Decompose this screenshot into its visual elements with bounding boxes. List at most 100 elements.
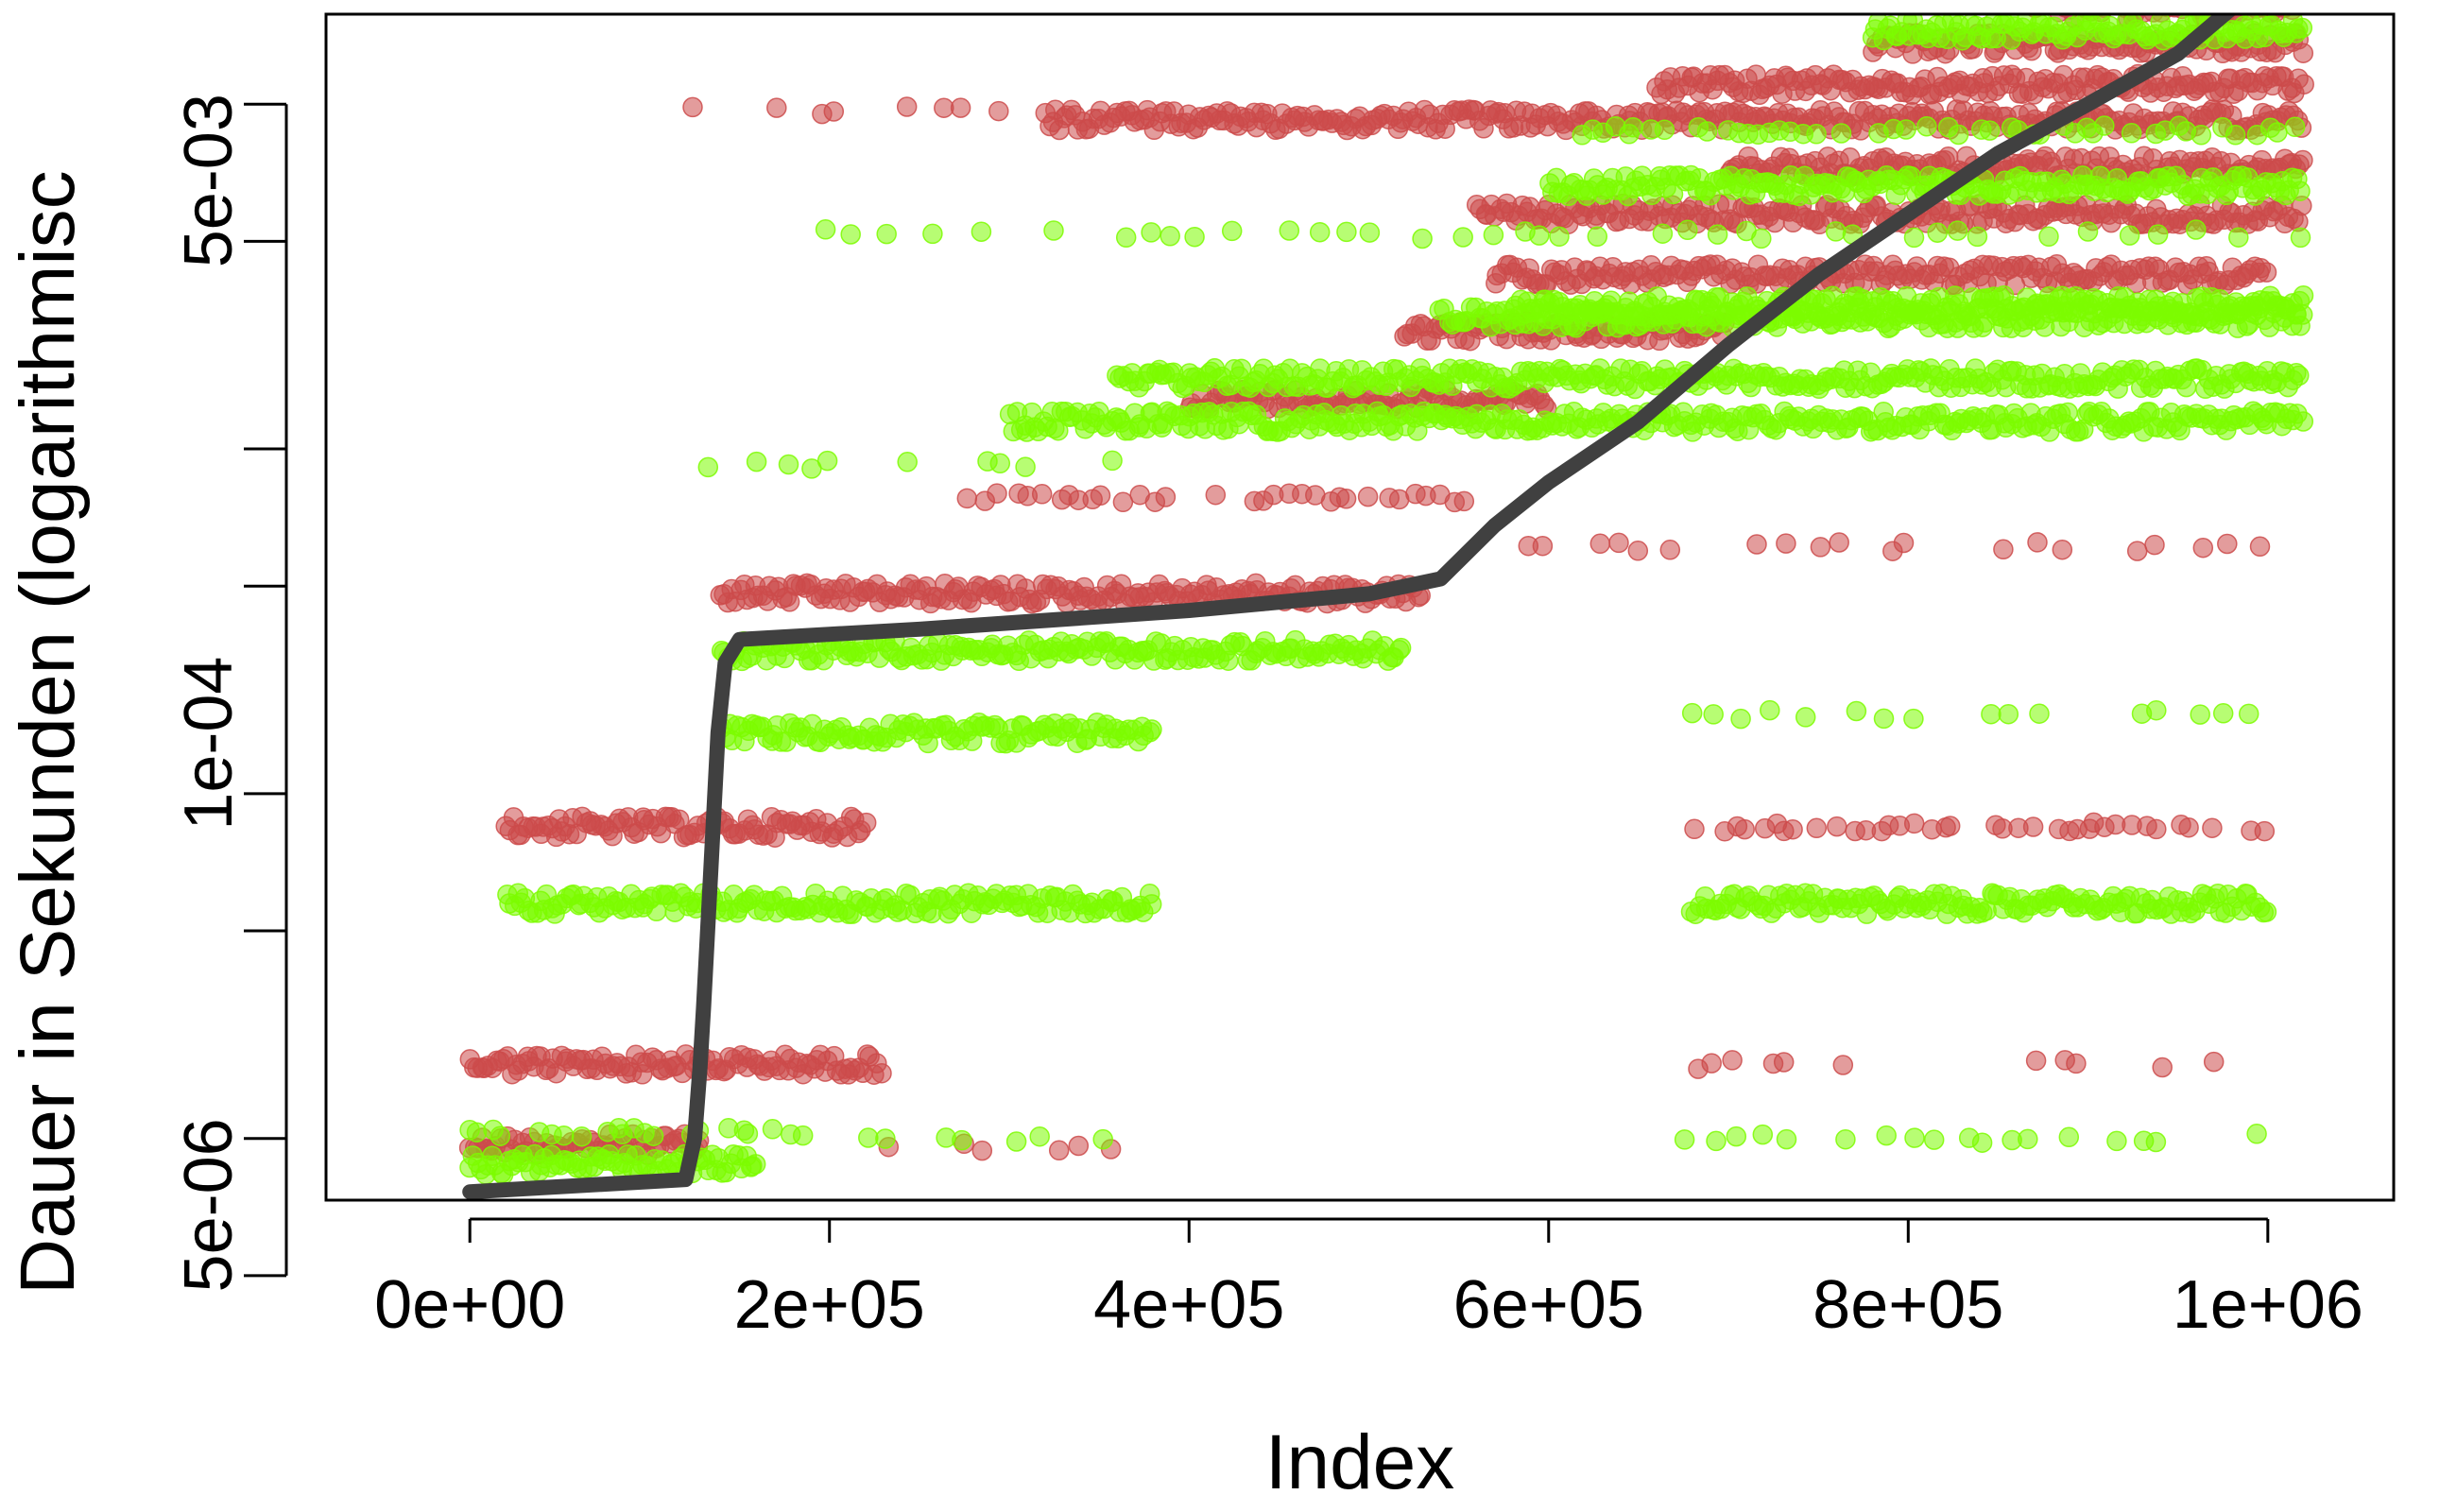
green-point xyxy=(2175,376,2197,398)
red-point xyxy=(2066,1053,2087,1074)
green-point xyxy=(1141,894,1162,915)
x-tick-label: 4e+05 xyxy=(1093,1267,1284,1343)
green-point xyxy=(897,452,918,472)
green-point xyxy=(2146,699,2167,721)
green-point xyxy=(553,1125,575,1146)
green-point xyxy=(466,1122,488,1143)
red-point xyxy=(682,96,703,118)
green-point xyxy=(1092,1128,1113,1150)
green-point xyxy=(2077,221,2099,242)
green-point xyxy=(1587,226,1608,248)
red-point xyxy=(1893,532,1915,554)
green-point xyxy=(1760,699,1780,721)
red-point xyxy=(2025,1050,2047,1072)
red-point xyxy=(1589,533,1611,555)
green-point xyxy=(2186,219,2207,240)
green-point xyxy=(778,454,799,475)
green-point xyxy=(1115,227,1137,249)
green-point xyxy=(1412,228,1433,249)
red-point xyxy=(2192,537,2214,558)
red-point xyxy=(1701,1053,1722,1074)
red-point xyxy=(956,488,978,509)
green-point xyxy=(1309,221,1331,243)
red-point xyxy=(1627,541,1649,561)
green-point xyxy=(1279,220,1300,241)
green-point xyxy=(1979,120,2001,141)
green-point xyxy=(1873,708,1895,730)
green-point xyxy=(746,451,767,472)
red-point xyxy=(1827,816,1847,837)
green-point xyxy=(1029,1125,1050,1147)
green-point xyxy=(1916,115,1937,137)
red-point xyxy=(1205,484,1227,506)
green-point xyxy=(1923,1129,1945,1150)
green-point xyxy=(1681,702,1703,724)
red-point xyxy=(766,97,787,118)
green-point xyxy=(1730,708,1751,730)
green-point xyxy=(840,224,861,245)
green-point xyxy=(1102,450,1123,472)
red-point xyxy=(1993,539,2014,560)
red-point xyxy=(1090,485,1111,507)
mask-bottom xyxy=(0,1200,2457,1512)
red-point xyxy=(2027,532,2048,553)
green-point xyxy=(1971,1132,1993,1153)
red-point xyxy=(2152,1057,2173,1078)
x-tick-label: 8e+05 xyxy=(1813,1267,2003,1343)
red-point xyxy=(2217,533,2238,555)
red-point xyxy=(1031,484,1053,505)
green-point xyxy=(1674,1129,1695,1150)
red-point xyxy=(1608,532,1629,554)
red-point xyxy=(2294,74,2314,94)
red-point xyxy=(1776,533,1796,554)
green-point xyxy=(2018,1128,2038,1150)
y-tick-label: 5e-03 xyxy=(171,94,247,267)
red-point xyxy=(1155,487,1177,507)
red-point xyxy=(1832,1055,1854,1075)
curve-line xyxy=(462,0,2248,1200)
red-point xyxy=(1806,817,1828,839)
red-point xyxy=(1810,537,1831,558)
y-tick-label: 1e-04 xyxy=(171,657,247,831)
green-point xyxy=(952,1129,972,1151)
green-point xyxy=(1846,700,1867,722)
red-point xyxy=(1048,1140,1070,1161)
green-point xyxy=(792,1125,814,1146)
green-point xyxy=(1015,456,1036,477)
green-point xyxy=(762,1119,783,1140)
green-point xyxy=(2290,180,2311,201)
green-point xyxy=(816,450,838,472)
red-point xyxy=(1453,490,1475,512)
green-point xyxy=(1981,703,2002,725)
green-point xyxy=(643,1125,664,1146)
green-point xyxy=(1677,219,1698,241)
x-tick-label: 0e+00 xyxy=(374,1267,565,1343)
red-point xyxy=(1939,816,1961,836)
green-point xyxy=(1806,124,1827,145)
green-point xyxy=(1830,123,1852,144)
green-point xyxy=(2029,703,2050,724)
red-point xyxy=(1829,532,1849,553)
green-point xyxy=(2256,902,2277,922)
green-point xyxy=(1654,119,1675,141)
green-point xyxy=(1835,1128,1856,1150)
x-axis-title: Index xyxy=(1265,1419,1455,1505)
red-point xyxy=(971,1140,993,1161)
green-point xyxy=(1795,707,1816,728)
green-point xyxy=(876,223,897,245)
green-point xyxy=(1390,637,1412,659)
green-point xyxy=(2246,1124,2267,1144)
red-point xyxy=(2178,816,2199,838)
green-point xyxy=(1776,1128,1797,1150)
green-point xyxy=(1549,226,1570,248)
mask-top xyxy=(0,0,2457,14)
green-point-series xyxy=(459,9,2314,1185)
green-point xyxy=(2191,125,2212,146)
green-point xyxy=(2212,703,2234,724)
red-point xyxy=(2022,816,2044,837)
green-point xyxy=(1707,224,1728,245)
green-point xyxy=(1903,227,1925,249)
red-point xyxy=(2293,43,2314,63)
green-point xyxy=(1005,1131,1027,1152)
